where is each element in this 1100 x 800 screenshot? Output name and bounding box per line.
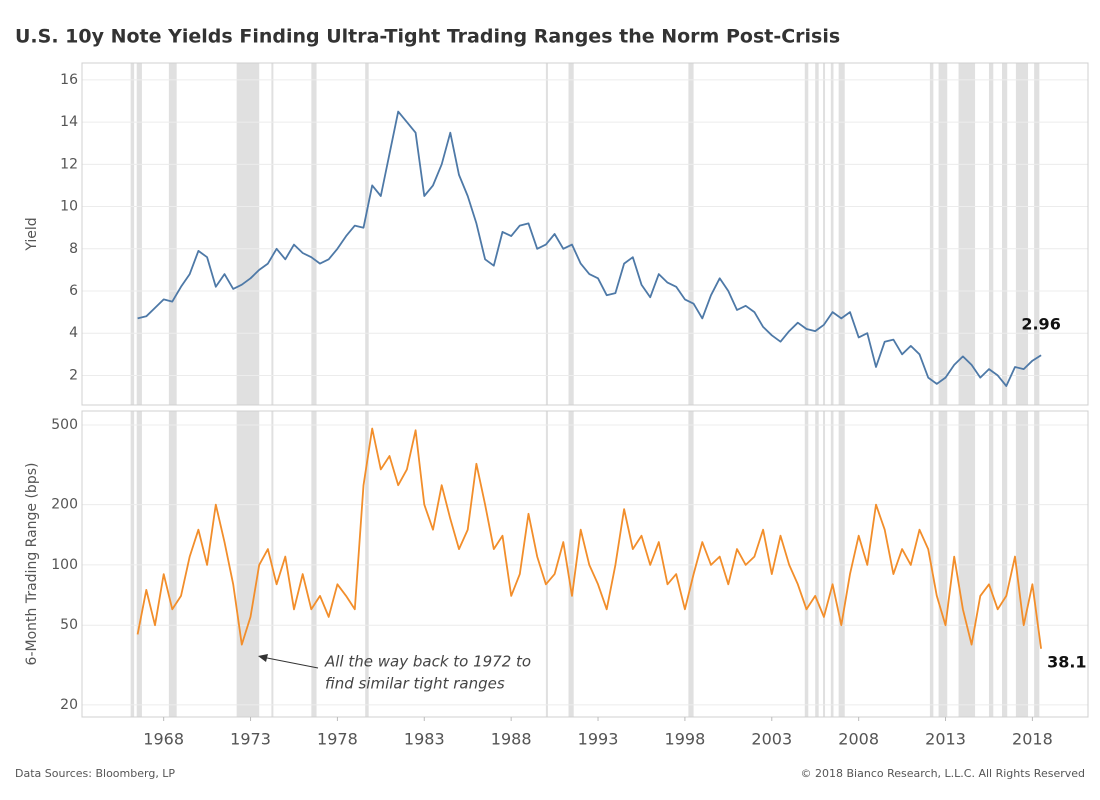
y-tick-label: 8 xyxy=(69,241,78,257)
shaded-period xyxy=(236,411,260,717)
shaded-period xyxy=(271,63,274,405)
data-line xyxy=(136,427,1042,649)
shaded-period xyxy=(688,411,694,717)
last-value-label: 2.96 xyxy=(1021,315,1060,334)
shaded-period xyxy=(830,411,834,717)
x-tick-label: 2003 xyxy=(751,730,792,749)
shaded-period xyxy=(929,63,934,405)
shaded-period xyxy=(958,411,976,717)
shaded-period xyxy=(136,63,142,405)
shaded-period xyxy=(1015,411,1029,717)
y-tick-label: 4 xyxy=(69,325,78,341)
shaded-period xyxy=(988,63,994,405)
shaded-period xyxy=(958,63,976,405)
shaded-period xyxy=(1034,411,1040,717)
shaded-period xyxy=(988,411,994,717)
shaded-period xyxy=(938,411,948,717)
y-tick-label: 20 xyxy=(60,697,78,713)
x-tick-label: 1968 xyxy=(143,730,184,749)
shaded-period xyxy=(815,411,819,717)
shaded-period xyxy=(545,411,548,717)
x-tick-label: 1993 xyxy=(578,730,619,749)
shaded-period xyxy=(688,63,694,405)
x-tick-label: 1998 xyxy=(665,730,706,749)
data-line xyxy=(137,110,1042,387)
shaded-period xyxy=(130,411,135,717)
y-tick-label: 50 xyxy=(60,617,78,633)
x-tick-label: 2013 xyxy=(925,730,966,749)
shaded-period xyxy=(1034,63,1040,405)
y-tick-label: 200 xyxy=(51,497,78,513)
y-tick-label: 6 xyxy=(69,283,78,299)
y-tick-label: 14 xyxy=(60,114,78,130)
shaded-period xyxy=(568,63,574,405)
shaded-period xyxy=(311,411,317,717)
shaded-period xyxy=(815,63,819,405)
shaded-period xyxy=(804,63,809,405)
panel-frame xyxy=(81,410,1089,718)
shaded-period xyxy=(311,63,317,405)
annotation-arrow xyxy=(261,656,319,669)
y-tick-label: 16 xyxy=(60,72,78,88)
shaded-period xyxy=(838,411,845,717)
shaded-period xyxy=(365,63,369,405)
annotation: All the way back to 1972 to xyxy=(324,653,531,671)
shaded-period xyxy=(804,411,809,717)
x-tick-label: 2008 xyxy=(838,730,879,749)
x-tick-label: 1983 xyxy=(404,730,445,749)
shaded-period xyxy=(1001,63,1008,405)
x-tick-label: 1988 xyxy=(491,730,532,749)
chart-title: U.S. 10y Note Yields Finding Ultra-Tight… xyxy=(15,26,840,48)
shaded-period xyxy=(823,63,826,405)
x-tick-label: 1978 xyxy=(317,730,358,749)
y-tick-label: 500 xyxy=(51,417,78,433)
copyright-note: © 2018 Bianco Research, L.L.C. All Right… xyxy=(801,767,1085,780)
shaded-period xyxy=(136,411,142,717)
shaded-period xyxy=(823,411,826,717)
shaded-period xyxy=(236,63,260,405)
shaded-period xyxy=(838,63,845,405)
y-axis-label: 6-Month Trading Range (bps) xyxy=(24,463,40,666)
shaded-period xyxy=(1015,63,1029,405)
y-tick-label: 10 xyxy=(60,199,78,215)
shaded-period xyxy=(568,411,574,717)
last-value-label: 38.1 xyxy=(1047,652,1086,671)
shaded-period xyxy=(1001,411,1008,717)
panel-frame xyxy=(81,62,1089,406)
shaded-period xyxy=(168,63,177,405)
x-tick-label: 1973 xyxy=(230,730,271,749)
shaded-period xyxy=(830,63,834,405)
annotation: find similar tight ranges xyxy=(325,675,505,693)
y-tick-label: 12 xyxy=(60,156,78,172)
y-tick-label: 2 xyxy=(69,367,78,383)
shaded-period xyxy=(365,411,369,717)
y-tick-label: 100 xyxy=(51,557,78,573)
shaded-period xyxy=(168,411,177,717)
source-note: Data Sources: Bloomberg, LP xyxy=(15,767,175,780)
y-axis-label: Yield xyxy=(24,217,40,251)
shaded-period xyxy=(938,63,948,405)
shaded-period xyxy=(130,63,135,405)
annotation-arrowhead xyxy=(258,654,268,662)
shaded-period xyxy=(545,63,548,405)
x-tick-label: 2018 xyxy=(1012,730,1053,749)
